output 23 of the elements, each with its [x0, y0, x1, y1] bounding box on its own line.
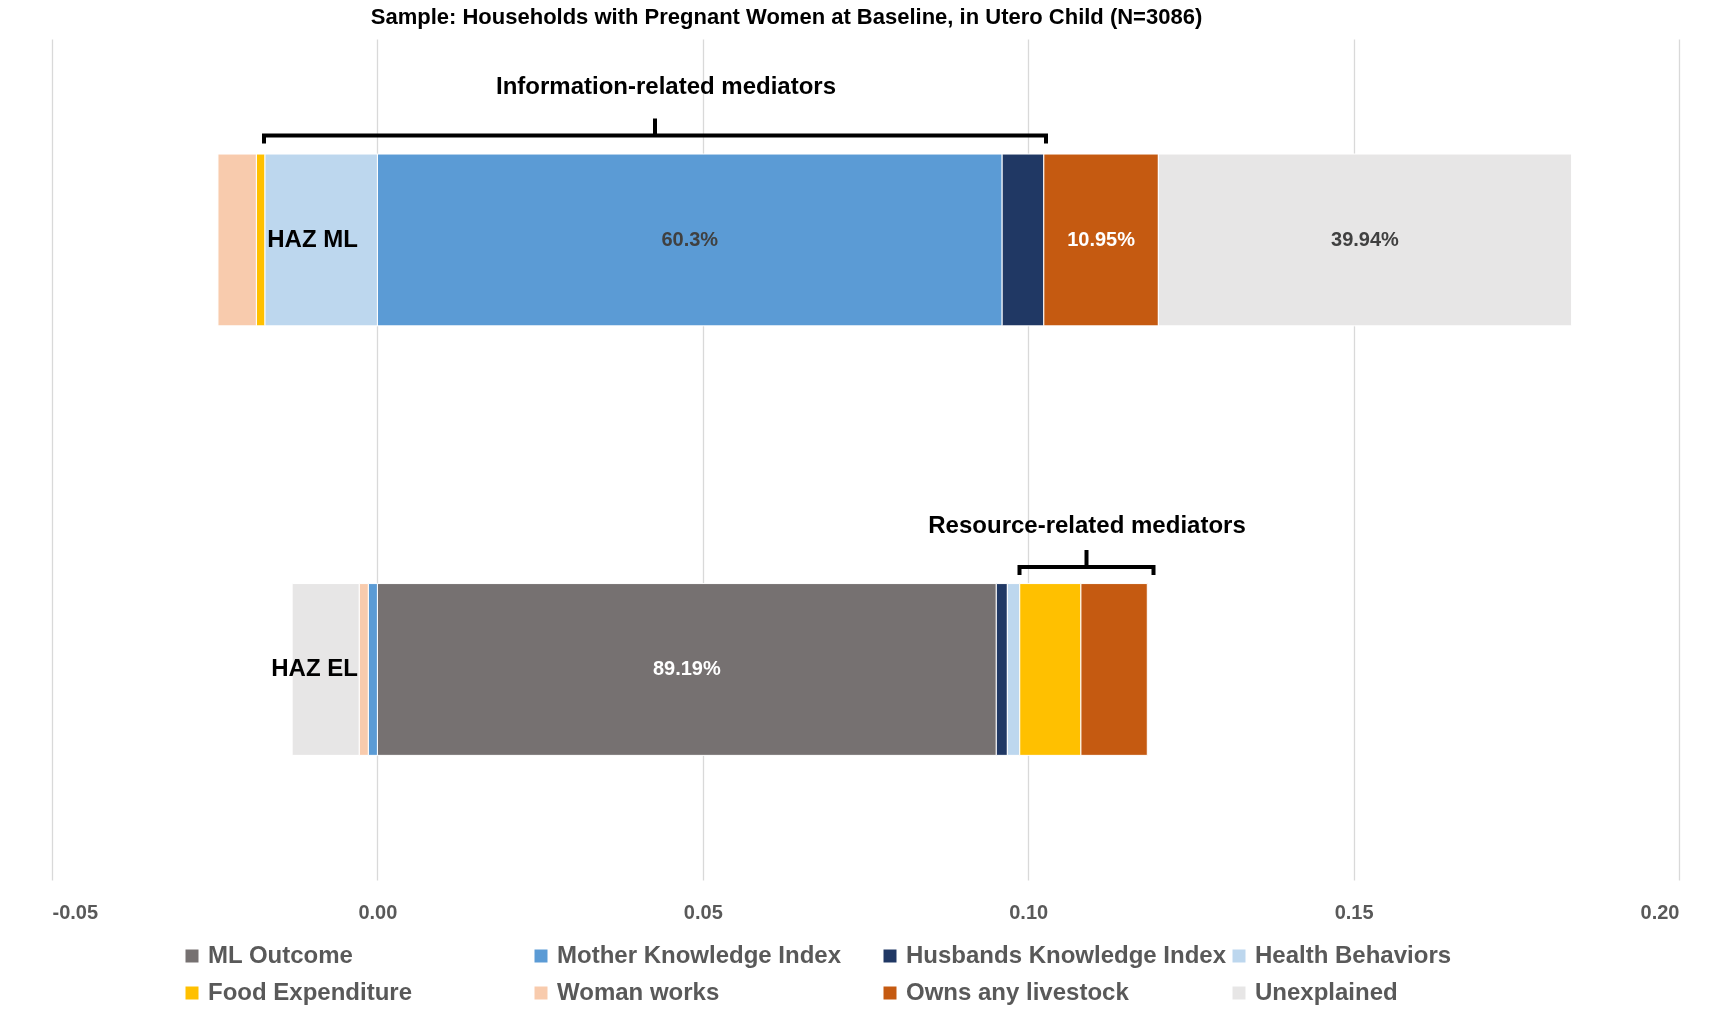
- legend-label: Food Expenditure: [208, 978, 412, 1005]
- x-tick-label: 0.00: [358, 900, 398, 923]
- y-tick-label: HAZ EL: [271, 654, 358, 682]
- x-tick-label: -0.05: [52, 900, 99, 923]
- annotation: Resource-related mediators: [928, 510, 1246, 538]
- x-tick-label: 0.15: [1334, 900, 1374, 923]
- x-tick-label: 0.10: [1009, 900, 1049, 923]
- legend-label: Health Behaviors: [1255, 941, 1452, 968]
- chart-title: Sample: Households with Pregnant Women at Baseline, in Utero Child (N=3086): [370, 4, 1203, 29]
- annotation: 10.95%: [1067, 227, 1136, 250]
- legend-label: Unexplained: [1255, 978, 1398, 1005]
- x-tick-label: 0.05: [683, 900, 723, 923]
- annotation: 89.19%: [652, 657, 721, 680]
- x-tick-label: 0.20: [1640, 900, 1680, 923]
- annotation: Information-related mediators: [495, 72, 837, 100]
- legend-label: Mother Knowledge Index: [557, 941, 842, 968]
- y-tick-label: HAZ ML: [267, 224, 358, 252]
- annotation: 39.94%: [1331, 227, 1400, 250]
- legend-label: Husbands Knowledge Index: [906, 941, 1227, 968]
- legend-label: ML Outcome: [208, 941, 353, 968]
- legend-label: Woman works: [557, 978, 720, 1005]
- annotation: 60.3%: [661, 227, 719, 250]
- legend-label: Owns any livestock: [906, 978, 1130, 1005]
